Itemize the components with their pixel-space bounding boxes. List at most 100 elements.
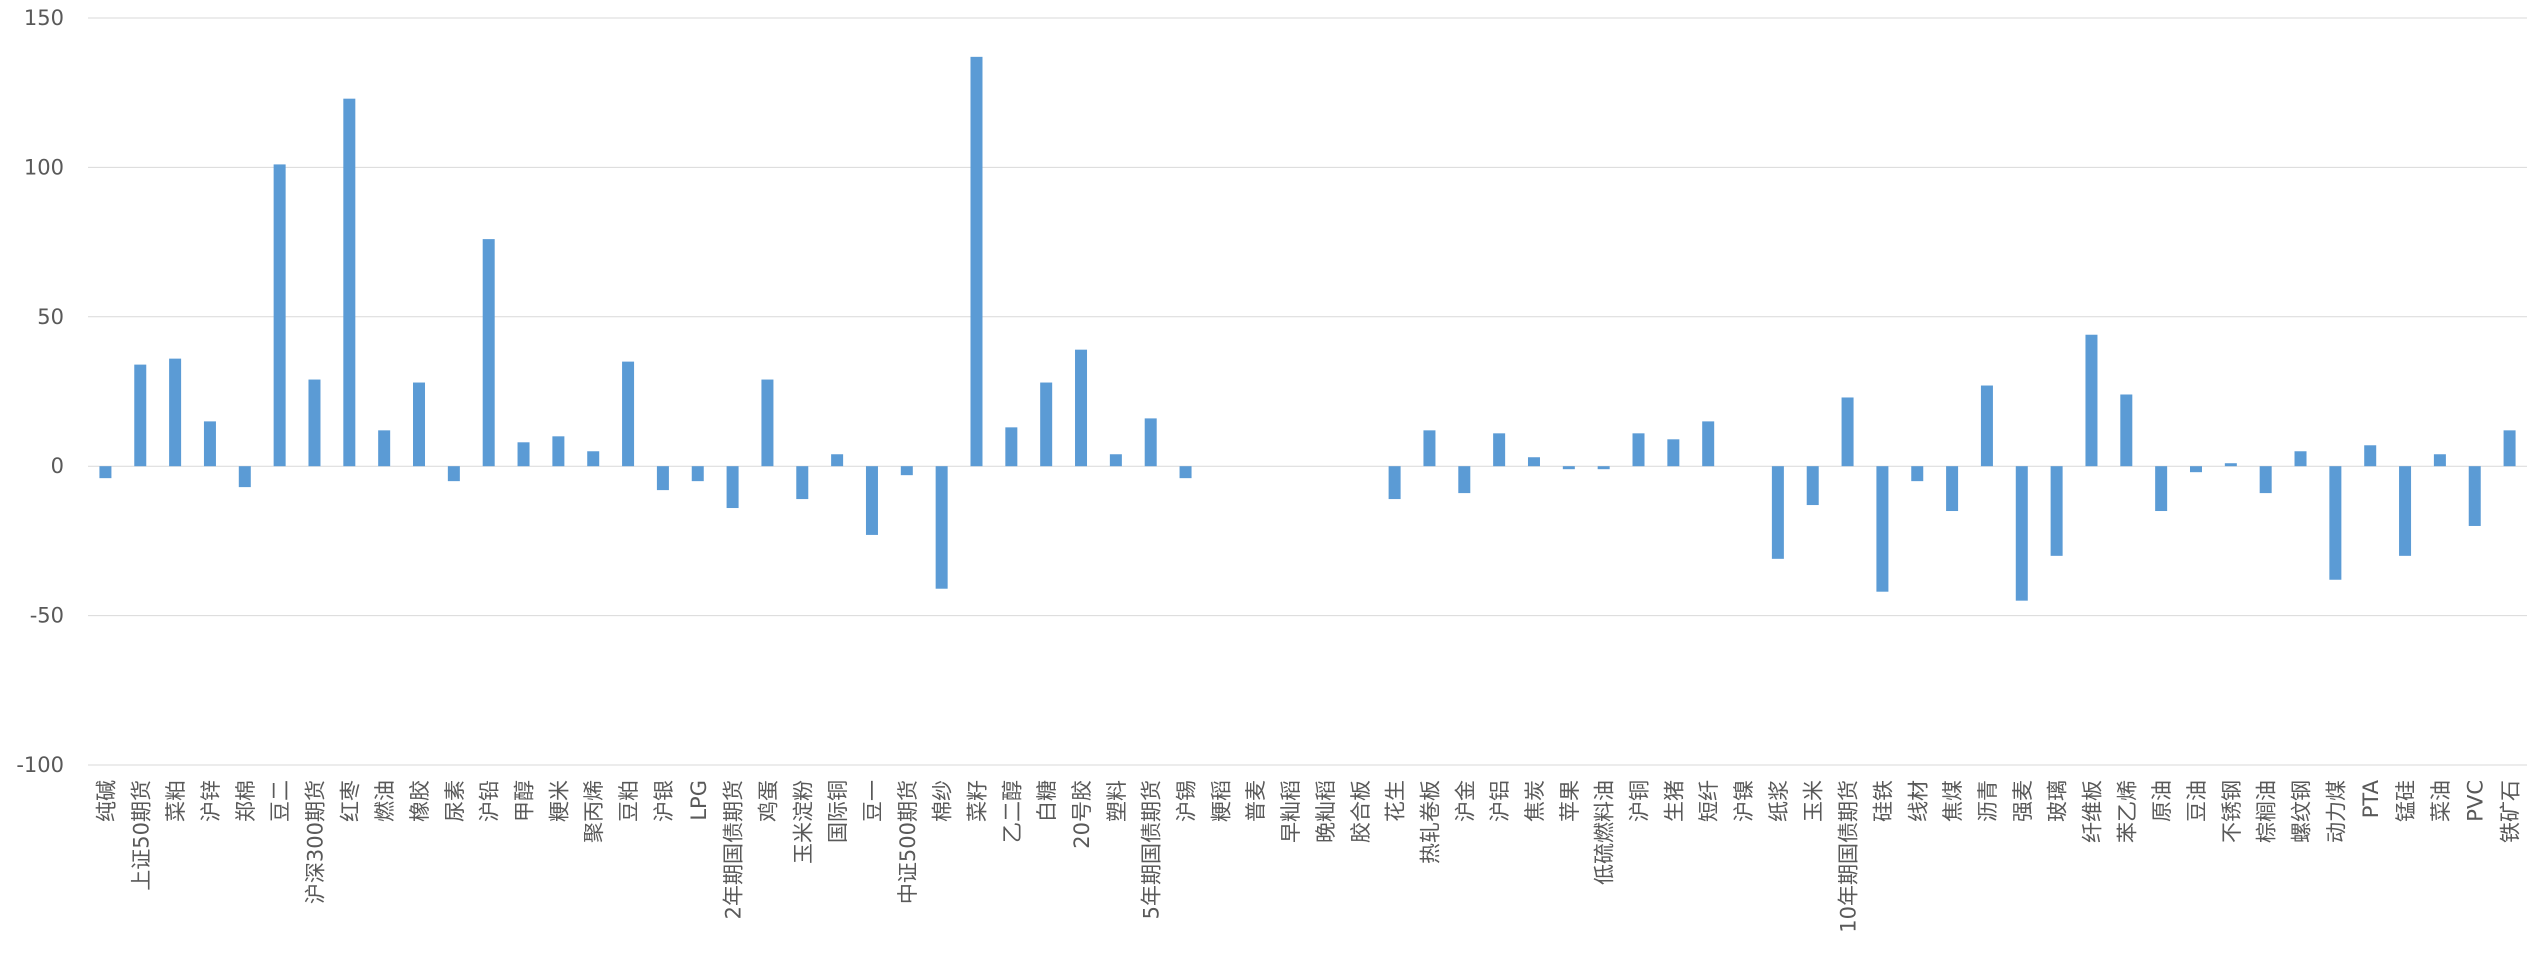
x-tick-label: 豆油 [2185,780,2209,822]
x-tick-label: 菜籽 [965,780,989,822]
bar [378,430,391,467]
x-tick-label: 硅铁 [1871,780,1895,822]
bar [1423,430,1436,467]
x-tick-label: LPG [687,780,711,821]
bar [726,466,739,509]
bar [1771,466,1784,559]
bar [2468,466,2481,526]
x-tick-label: 生猪 [1662,780,1686,822]
bar [2364,445,2377,467]
x-tick-label: 菜粕 [164,780,188,822]
bar [656,466,669,491]
x-tick-label: 苯乙烯 [2115,780,2139,843]
x-tick-label: 沪银 [652,780,676,822]
bar [2189,466,2202,473]
x-tick-label: PTA [2359,779,2383,818]
bar [1667,439,1680,467]
bar [1179,466,1192,479]
x-tick-label: 棕榈油 [2255,780,2279,843]
bar [1632,433,1645,467]
x-tick-label: 沪锡 [1175,780,1199,822]
bar [1562,466,1575,470]
x-tick-label: 甲醇 [513,780,537,822]
bar [2329,466,2342,580]
x-tick-label: 粳米 [547,780,571,822]
x-tick-label: 红枣 [338,780,362,822]
bar [1946,466,1959,512]
y-tick-label: 0 [51,454,64,478]
bar [2503,430,2516,467]
x-tick-label: 10年期国债期货 [1837,780,1861,933]
x-tick-label: 5年期国债期货 [1140,780,1164,919]
bar [413,382,426,467]
bar [134,364,147,467]
x-tick-label: 晚籼稻 [1314,780,1338,843]
x-tick-label: 郑棉 [234,780,258,822]
x-tick-label: 铁矿石 [2499,780,2523,843]
x-tick-label: 强麦 [2011,780,2035,822]
x-tick-label: 焦煤 [1941,780,1965,822]
bar [1980,385,1993,467]
bar [169,358,182,467]
x-tick-label: 菜油 [2429,780,2453,822]
bar [935,466,948,589]
x-tick-label: 沪铜 [1628,780,1652,822]
x-tick-label: 白糖 [1035,780,1059,822]
x-tick-label: 沪金 [1453,780,1477,822]
x-tick-label: 豆一 [861,780,885,822]
y-tick-label: 100 [24,155,64,179]
bar [482,239,495,467]
x-tick-label: 塑料 [1105,780,1129,822]
x-tick-label: 不锈钢 [2220,780,2244,843]
bar [796,466,809,500]
bar [2399,466,2412,556]
y-tick-label: -50 [30,604,64,628]
y-tick-label: 150 [24,6,64,30]
bar [238,466,251,488]
x-tick-label: 纸浆 [1767,780,1791,822]
bar [1458,466,1471,494]
x-tick-label: 动力煤 [2324,780,2348,843]
bar [552,436,565,467]
x-tick-label: 中证500期货 [896,780,920,904]
x-tick-label: 鸡蛋 [756,780,780,822]
bar [447,466,460,482]
bar [343,98,356,467]
bar-series [99,56,2516,601]
x-tick-label: 锰硅 [2394,780,2418,822]
x-tick-label: 低硫燃料油 [1593,780,1617,885]
x-tick-label: 纤维板 [2080,780,2104,843]
x-tick-label: 花生 [1384,780,1408,822]
x-tick-label: 乙二醇 [1000,780,1024,843]
bar [1388,466,1401,500]
x-tick-label: 纯碱 [94,780,118,822]
bar [831,454,844,467]
x-tick-label: 聚丙烯 [582,780,606,843]
x-tick-label: 20号胶 [1070,780,1094,849]
x-tick-label: 沪镍 [1732,780,1756,822]
bar [1597,466,1610,470]
x-tick-label: 沪锌 [199,780,223,822]
x-tick-label: 尿素 [443,780,467,822]
bar [2294,451,2307,467]
bar [2155,466,2168,512]
bar [517,442,530,467]
bar [1109,454,1122,467]
bar [99,466,112,479]
x-tick-label: 燃油 [373,780,397,822]
bar [2433,454,2446,467]
bar [900,466,913,476]
bar [1806,466,1819,506]
x-tick-label: 苹果 [1558,780,1582,822]
bar [865,466,878,535]
bar [2259,466,2272,494]
bar [691,466,704,482]
x-tick-label: 玻璃 [2046,780,2070,822]
x-tick-label: 豆粕 [617,780,641,822]
bar [2120,394,2133,467]
bar [308,379,321,467]
bar [2015,466,2028,601]
bar [2050,466,2063,556]
x-tick-label: 粳稻 [1209,780,1233,822]
bar [622,361,635,467]
